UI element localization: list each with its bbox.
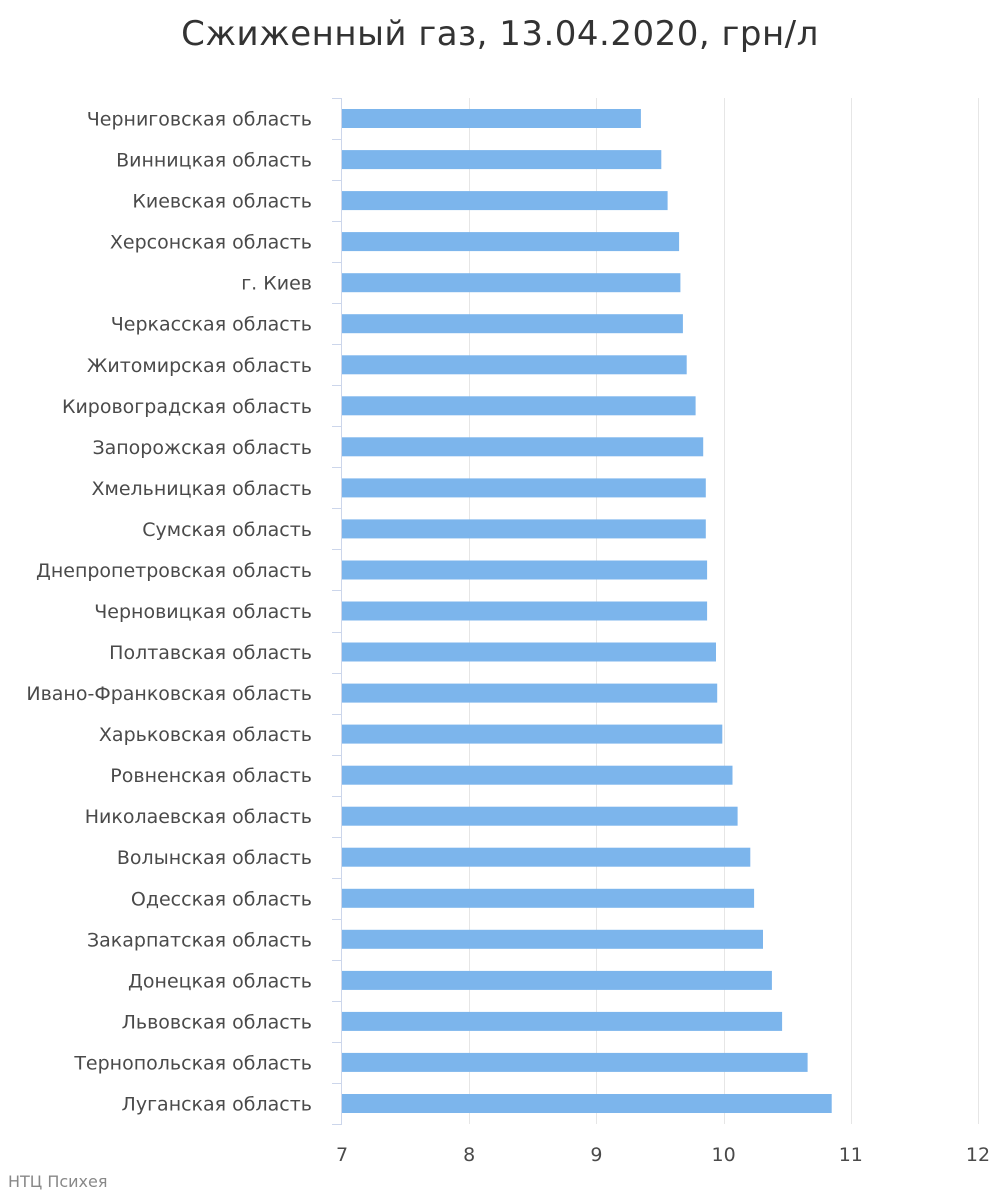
category-label: Кировоградская область xyxy=(62,396,312,418)
category-label: Луганская область xyxy=(122,1094,312,1116)
bar xyxy=(342,1094,832,1113)
category-label: Полтавская область xyxy=(109,642,312,664)
chart-title: Сжиженный газ, 13.04.2020, грн/л xyxy=(181,14,819,54)
value-tick-label: 11 xyxy=(839,1144,863,1166)
category-label: Закарпатская область xyxy=(87,929,312,951)
category-label: Ровненская область xyxy=(110,765,312,787)
category-label: Черниговская область xyxy=(87,109,312,131)
category-label: г. Киев xyxy=(241,273,312,295)
bar xyxy=(342,273,681,293)
value-axis-ticks: 7 8 9 10 11 12 xyxy=(336,1144,990,1166)
category-label: Херсонская область xyxy=(110,232,312,254)
category-label: Днепропетровская область xyxy=(36,560,312,582)
category-label: Черновицкая область xyxy=(94,601,312,623)
category-label: Харьковская область xyxy=(99,724,312,746)
category-label: Донецкая область xyxy=(128,970,312,992)
bar xyxy=(342,765,733,785)
bar xyxy=(342,150,662,170)
category-label: Житомирская область xyxy=(87,355,312,377)
value-tick-label: 10 xyxy=(712,1144,736,1166)
bar xyxy=(342,929,763,949)
bars xyxy=(342,109,832,1113)
category-labels: Черниговская область Винницкая область Кие… xyxy=(26,109,312,1116)
category-label: Винницкая область xyxy=(116,150,312,172)
bar xyxy=(342,478,706,498)
value-tick-label: 12 xyxy=(966,1144,990,1166)
bar xyxy=(342,683,718,703)
bar xyxy=(342,642,716,662)
category-label: Черкасская область xyxy=(111,314,312,336)
category-label: Николаевская область xyxy=(85,806,312,828)
value-tick-label: 8 xyxy=(463,1144,475,1166)
bar xyxy=(342,314,683,334)
bar xyxy=(342,1052,808,1072)
value-tick-label: 7 xyxy=(336,1144,348,1166)
bar xyxy=(342,888,755,908)
value-tick-label: 9 xyxy=(590,1144,602,1166)
category-label: Сумская область xyxy=(142,519,312,541)
category-label: Волынская область xyxy=(117,847,312,869)
credit-text: НТЦ Психея xyxy=(8,1172,108,1191)
bar xyxy=(342,396,696,416)
bar xyxy=(342,437,704,457)
bar xyxy=(342,724,723,744)
category-label: Одесская область xyxy=(131,888,312,910)
category-label: Запорожская область xyxy=(92,437,312,459)
bar xyxy=(342,601,708,621)
category-label: Тернопольская область xyxy=(73,1052,312,1074)
category-label: Киевская область xyxy=(132,191,312,213)
bar xyxy=(342,191,668,211)
category-axis xyxy=(332,98,342,1125)
bar xyxy=(342,847,751,867)
category-label: Хмельницкая область xyxy=(91,478,312,500)
bar xyxy=(342,355,687,375)
bar xyxy=(342,806,738,826)
bar xyxy=(342,519,706,539)
category-label: Львовская область xyxy=(122,1011,312,1033)
bar xyxy=(342,232,680,252)
bar xyxy=(342,1011,783,1031)
bar xyxy=(342,970,772,990)
bar xyxy=(342,109,641,128)
bar xyxy=(342,560,708,580)
category-label: Ивано-Франковская область xyxy=(26,683,312,705)
